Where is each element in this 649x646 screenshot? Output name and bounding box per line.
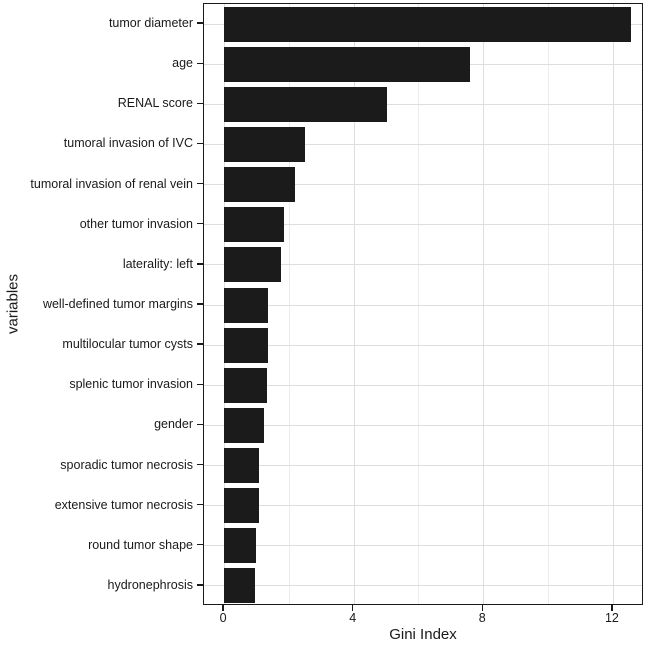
y-tick-mark xyxy=(197,263,203,265)
y-tick-mark xyxy=(197,383,203,385)
x-tick-mark xyxy=(611,605,613,611)
y-gridline-major xyxy=(204,304,642,306)
y-tick-mark xyxy=(197,343,203,345)
bar xyxy=(224,167,296,203)
y-gridline-major xyxy=(204,465,642,467)
y-tick-mark xyxy=(197,303,203,305)
x-tick-mark xyxy=(351,605,354,611)
x-gridline-major xyxy=(612,4,614,604)
y-tick-label: multilocular tumor cysts xyxy=(62,337,193,352)
y-gridline-major xyxy=(204,224,642,226)
bar xyxy=(224,528,257,564)
bar xyxy=(224,568,255,604)
bar xyxy=(224,247,282,283)
y-tick-label: hydronephrosis xyxy=(107,577,193,592)
x-tick-mark xyxy=(481,605,483,611)
y-tick-label: laterality: left xyxy=(122,256,193,271)
y-tick-label: tumoral invasion of renal vein xyxy=(30,176,193,191)
bar xyxy=(224,6,631,42)
y-tick-label: sporadic tumor necrosis xyxy=(60,457,193,472)
y-gridline-major xyxy=(204,505,642,507)
bar xyxy=(224,367,267,403)
y-tick-label: round tumor shape xyxy=(88,537,193,552)
y-tick-mark xyxy=(197,584,203,586)
y-tick-label: RENAL score xyxy=(117,96,193,111)
y-gridline-major xyxy=(204,184,642,186)
y-tick-mark xyxy=(197,503,203,506)
plot-panel xyxy=(203,3,643,605)
bar xyxy=(224,448,260,484)
x-gridline-minor xyxy=(548,4,550,604)
y-tick-mark xyxy=(197,142,203,145)
bar xyxy=(224,46,471,82)
x-tick-label: 12 xyxy=(604,611,619,625)
bar xyxy=(224,327,268,363)
y-tick-mark xyxy=(197,22,203,24)
bar-layer xyxy=(204,4,642,604)
y-tick-label: gender xyxy=(154,417,193,432)
y-tick-label: extensive tumor necrosis xyxy=(54,497,193,512)
y-tick-mark xyxy=(197,223,203,225)
y-gridline-major xyxy=(204,545,642,547)
y-gridline-major xyxy=(204,264,642,266)
y-tick-mark xyxy=(197,544,203,546)
bar xyxy=(224,407,265,443)
bar xyxy=(224,287,269,323)
x-tick-label: 8 xyxy=(478,611,486,625)
y-tick-mark xyxy=(197,423,203,426)
y-tick-mark xyxy=(197,102,203,105)
y-tick-label: tumor diameter xyxy=(108,16,193,31)
x-gridline-minor xyxy=(288,4,290,604)
y-tick-mark xyxy=(197,182,203,185)
x-gridline-minor xyxy=(418,4,420,604)
x-gridline-major xyxy=(483,4,485,604)
y-tick-label: other tumor invasion xyxy=(79,216,193,231)
bar xyxy=(224,488,259,524)
y-tick-label: age xyxy=(172,56,193,71)
y-tick-label: tumoral invasion of IVC xyxy=(63,136,193,151)
y-tick-mark xyxy=(197,62,203,64)
x-tick-label: 0 xyxy=(219,611,227,625)
y-gridline-major xyxy=(204,344,642,346)
y-tick-label: well-defined tumor margins xyxy=(42,297,193,311)
x-tick-mark xyxy=(222,605,224,611)
x-tick-label: 4 xyxy=(349,611,357,625)
x-axis-title: Gini Index xyxy=(389,626,457,643)
y-gridline-major xyxy=(204,585,642,587)
bar xyxy=(224,126,306,162)
y-gridline-major xyxy=(204,424,642,426)
y-tick-label: splenic tumor invasion xyxy=(69,377,193,392)
y-tick-mark xyxy=(197,463,203,466)
bar xyxy=(224,207,284,243)
y-gridline-major xyxy=(204,143,642,145)
x-gridline-major xyxy=(353,4,355,604)
y-gridline-major xyxy=(204,384,642,386)
bar xyxy=(224,86,388,122)
y-gridline-major xyxy=(204,103,642,105)
